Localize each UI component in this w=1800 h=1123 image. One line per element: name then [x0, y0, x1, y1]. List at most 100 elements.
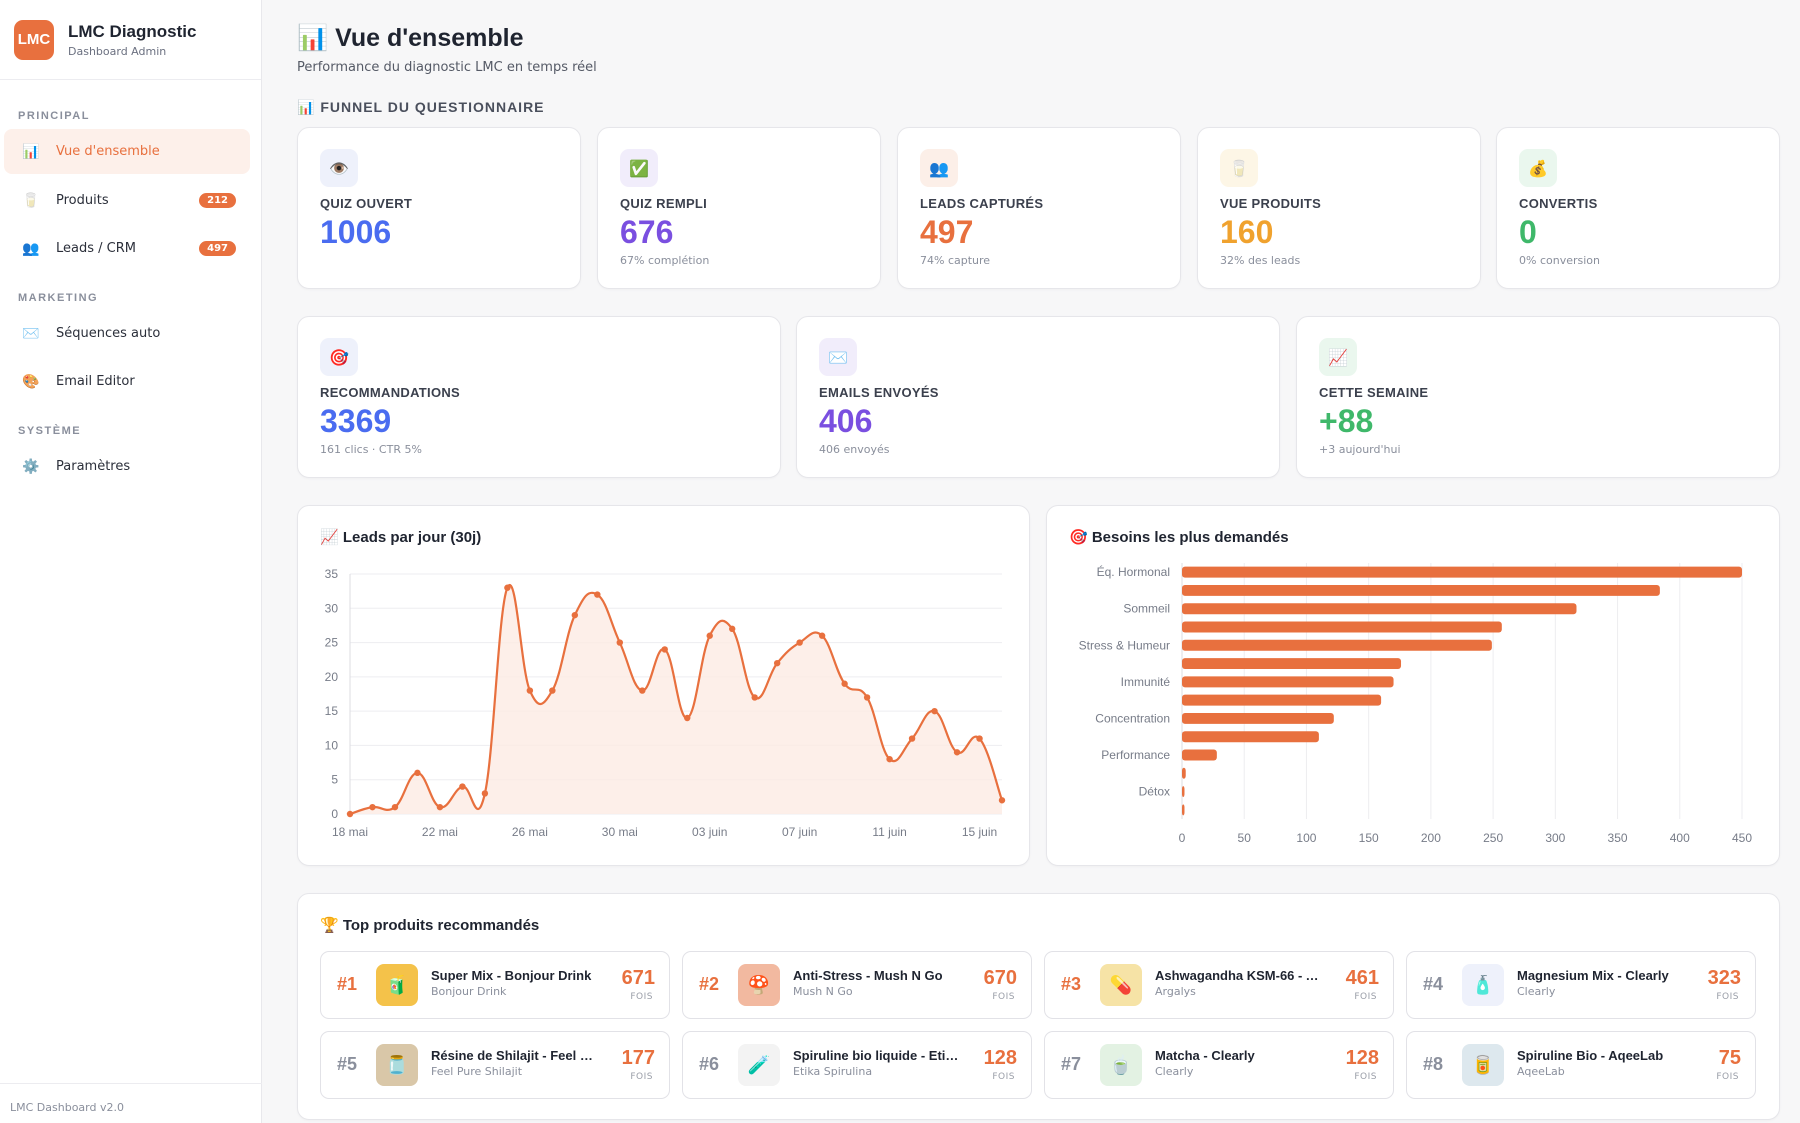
- data-point: [459, 783, 466, 790]
- product-card[interactable]: #7 🍵 Matcha - Clearly Clearly 128 FOIS: [1044, 1031, 1394, 1099]
- eye-icon: 👁️: [320, 149, 358, 187]
- product-count: 128: [1345, 1047, 1379, 1069]
- stat-value: 160: [1220, 214, 1274, 250]
- sidebar-item-label: Paramètres: [56, 459, 131, 474]
- data-point: [998, 797, 1006, 804]
- stat-card-vue-produits: 🥛 VUE PRODUITS 160 32% des leads: [1197, 127, 1481, 289]
- sidebar-item-vue-ensemble[interactable]: 📊 Vue d'ensemble: [4, 129, 250, 174]
- product-thumbnail-icon: 🧃: [376, 964, 418, 1006]
- product-count-unit: FOIS: [992, 1072, 1015, 1082]
- product-count: 461: [1345, 967, 1379, 989]
- bar: [1182, 804, 1185, 816]
- data-point: [908, 735, 916, 742]
- data-point: [594, 591, 601, 598]
- x-tick-label: 0: [1179, 831, 1186, 845]
- product-count: 323: [1707, 967, 1741, 989]
- product-count-unit: FOIS: [1716, 992, 1739, 1002]
- data-point: [504, 584, 511, 591]
- x-tick-label: 100: [1296, 831, 1316, 845]
- bar: [1182, 603, 1577, 615]
- top-products-card: 🏆 Top produits recommandés #1 🧃 Super Mi…: [297, 893, 1780, 1120]
- sidebar-footer: LMC Dashboard v2.0: [0, 1083, 262, 1123]
- page-title: 📊 Vue d'ensemble: [297, 24, 524, 52]
- product-count-unit: FOIS: [992, 992, 1015, 1002]
- sidebar-item-parametres[interactable]: ⚙️ Paramètres: [4, 444, 250, 489]
- product-count: 75: [1718, 1047, 1741, 1069]
- product-brand: Bonjour Drink: [431, 985, 507, 998]
- nav-section-marketing: MARKETING: [18, 292, 99, 304]
- brand-header[interactable]: LMC LMC Diagnostic Dashboard Admin: [0, 0, 261, 80]
- stat-sub: 67% complétion: [620, 254, 710, 267]
- stat-sub: 74% capture: [920, 254, 991, 267]
- data-point: [346, 810, 354, 818]
- count-badge: 212: [199, 193, 236, 208]
- product-count: 177: [621, 1047, 655, 1069]
- x-tick-label: 50: [1238, 831, 1252, 845]
- product-card[interactable]: #5 🫙 Résine de Shilajit - Feel Pure Shil…: [320, 1031, 670, 1099]
- stat-sub: 32% des leads: [1220, 254, 1301, 267]
- data-point: [391, 803, 399, 811]
- category-label: Sommeil: [1123, 602, 1170, 616]
- data-point: [931, 707, 938, 715]
- category-label: Performance: [1101, 748, 1170, 762]
- sidebar-item-label: Vue d'ensemble: [56, 144, 160, 159]
- product-name: Résine de Shilajit - Feel Pure Shilajit: [431, 1048, 601, 1063]
- data-point: [863, 694, 871, 701]
- product-card[interactable]: #6 🧪 Spiruline bio liquide - Etika Spiru…: [682, 1031, 1032, 1099]
- product-brand: Clearly: [1517, 985, 1556, 998]
- envelope-icon: ✉️: [22, 325, 40, 342]
- category-label: Concentration: [1095, 711, 1170, 725]
- bar: [1182, 676, 1394, 688]
- sidebar-item-leads-crm[interactable]: 👥 Leads / CRM 497: [4, 226, 250, 271]
- product-thumbnail-icon: 🥫: [1462, 1044, 1504, 1086]
- category-label: Détox: [1139, 785, 1170, 799]
- brand-logo: LMC: [14, 19, 54, 60]
- sidebar-item-email-editor[interactable]: 🎨 Email Editor: [4, 359, 250, 404]
- y-tick-label: 0: [331, 807, 338, 821]
- bottle-icon: 🥛: [1220, 149, 1258, 187]
- top-products-title: 🏆 Top produits recommandés: [320, 917, 540, 934]
- x-tick-label: 300: [1545, 831, 1565, 845]
- sidebar-item-produits[interactable]: 🥛 Produits 212: [4, 178, 250, 223]
- sidebar-item-label: Leads / CRM: [56, 241, 136, 256]
- product-card[interactable]: #1 🧃 Super Mix - Bonjour Drink Bonjour D…: [320, 951, 670, 1019]
- stat-card-cette-semaine: 📈 CETTE SEMAINE +88 +3 aujourd'hui: [1296, 316, 1780, 478]
- x-tick-label: 15 juin: [962, 825, 997, 839]
- product-card[interactable]: #2 🍄 Anti-Stress - Mush N Go Mush N Go 6…: [682, 951, 1032, 1019]
- users-icon: 👥: [22, 240, 40, 257]
- product-name: Anti-Stress - Mush N Go: [793, 968, 943, 983]
- product-name: Ashwagandha KSM-66 - Argalys: [1155, 968, 1325, 983]
- product-card[interactable]: #8 🥫 Spiruline Bio - AqeeLab AqeeLab 75 …: [1406, 1031, 1756, 1099]
- x-tick-label: 350: [1608, 831, 1628, 845]
- product-rank: #2: [699, 974, 720, 994]
- product-thumbnail-icon: 🧪: [738, 1044, 780, 1086]
- area-fill: [350, 585, 1002, 814]
- product-card[interactable]: #4 🧴 Magnesium Mix - Clearly Clearly 323…: [1406, 951, 1756, 1019]
- product-rank: #1: [337, 974, 358, 994]
- besoins-chart-card: 🎯 Besoins les plus demandés 0 50 100 150 200…: [1046, 505, 1780, 866]
- stat-label: QUIZ OUVERT: [320, 196, 413, 211]
- sidebar-item-sequences-auto[interactable]: ✉️ Séquences auto: [4, 311, 250, 356]
- stat-label: CONVERTIS: [1519, 196, 1598, 211]
- funnel-section-label: 📊 FUNNEL DU QUESTIONNAIRE: [297, 99, 545, 115]
- data-point: [571, 611, 579, 619]
- product-thumbnail-icon: 🍵: [1100, 1044, 1142, 1086]
- data-point: [436, 803, 444, 811]
- stat-value: 0: [1519, 214, 1537, 250]
- stat-value: 406: [819, 403, 873, 439]
- count-badge: 497: [199, 241, 236, 256]
- data-point: [369, 803, 376, 811]
- product-thumbnail-icon: 🍄: [738, 964, 780, 1006]
- product-card[interactable]: #3 💊 Ashwagandha KSM-66 - Argalys Argaly…: [1044, 951, 1394, 1019]
- product-name: Super Mix - Bonjour Drink: [431, 968, 592, 983]
- nav-section-systeme: SYSTÈME: [18, 425, 82, 437]
- bar: [1182, 731, 1319, 743]
- data-point: [796, 639, 803, 646]
- stat-label: QUIZ REMPLI: [620, 196, 708, 211]
- product-name: Magnesium Mix - Clearly: [1517, 968, 1669, 983]
- stat-card-leads-captures: 👥 LEADS CAPTURÉS 497 74% capture: [897, 127, 1181, 289]
- x-tick-label: 18 mai: [332, 825, 368, 839]
- page-subtitle: Performance du diagnostic LMC en temps r…: [297, 60, 597, 75]
- x-tick-label: 150: [1359, 831, 1379, 845]
- data-point: [639, 687, 646, 694]
